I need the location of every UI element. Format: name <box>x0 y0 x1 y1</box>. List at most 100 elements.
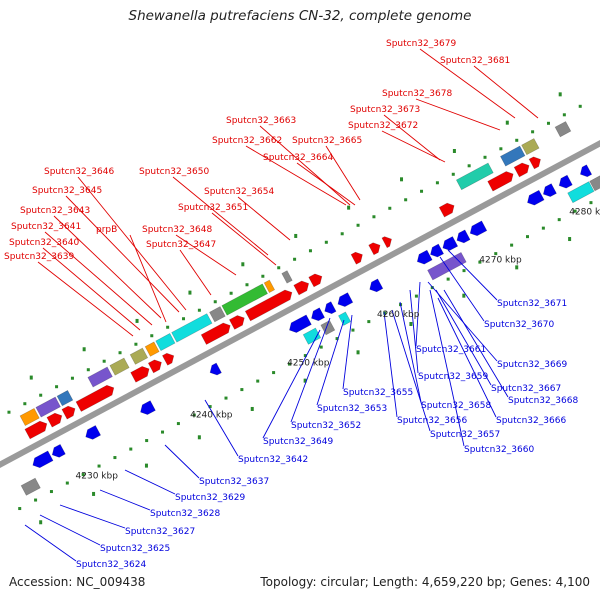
gene-feature-41-shape <box>289 314 312 333</box>
tick-dot <box>420 189 424 193</box>
leader-line-bottom <box>443 289 509 398</box>
gene-label-bottom: Sputcn32_3627 <box>125 527 195 537</box>
gene-feature-58 <box>338 311 352 326</box>
gene-feature-35 <box>554 121 572 138</box>
scale-label: 4270 kbp <box>479 255 522 265</box>
tick-dot <box>400 177 404 182</box>
gene-feature-5-shape <box>147 359 162 374</box>
gene-feature-22-shape <box>87 366 113 388</box>
gene-label-top: Sputcn32_3646 <box>44 167 114 177</box>
gene-label-bottom: Sputcn32_3655 <box>343 388 413 398</box>
gene-feature-6 <box>161 352 175 366</box>
gene-feature-44-shape <box>337 292 354 307</box>
tick-dot <box>102 359 106 363</box>
gene-feature-16 <box>487 171 514 192</box>
gene-label-top: Sputcn32_3673 <box>350 105 420 115</box>
gene-feature-53-shape <box>558 174 573 189</box>
leader-line-top <box>53 215 162 319</box>
gene-feature-14-shape <box>381 236 392 249</box>
gene-feature-28 <box>209 306 226 323</box>
leader-line-bottom <box>409 289 419 374</box>
tick-dot <box>499 147 503 151</box>
tick-dot <box>294 233 298 238</box>
tick-dot <box>166 325 170 329</box>
gene-label-bottom: Sputcn32_3624 <box>76 560 146 570</box>
gene-label-top: Sputcn32_3681 <box>440 56 510 66</box>
gene-label-top: Sputcn32_3664 <box>263 153 333 163</box>
tick-dot <box>86 368 90 372</box>
gene-feature-3 <box>75 384 115 412</box>
tick-dot <box>49 490 53 494</box>
gene-feature-34-shape <box>521 138 540 156</box>
tick-dot <box>557 218 561 222</box>
gene-feature-48 <box>442 236 459 251</box>
gene-feature-24 <box>129 347 149 365</box>
gene-feature-17-shape <box>513 162 530 178</box>
tick-dot <box>409 322 413 327</box>
leader-line-top <box>44 231 153 326</box>
gene-feature-42-shape <box>311 307 326 322</box>
gene-feature-11 <box>308 273 323 288</box>
gene-feature-55 <box>20 477 41 496</box>
tick-dot <box>462 293 466 298</box>
gene-feature-13-shape <box>368 242 381 256</box>
gene-label-top: Sputcn32_3672 <box>348 121 418 131</box>
gene-feature-49 <box>456 229 471 244</box>
gene-label-bottom: Sputcn32_3661 <box>416 345 486 355</box>
gene-feature-43 <box>324 301 337 315</box>
gene-feature-6-shape <box>161 352 175 366</box>
gene-label-bottom: Sputcn32_3625 <box>100 544 170 554</box>
tick-dot <box>293 257 297 261</box>
tick-dot <box>135 318 139 323</box>
tick-dot <box>81 473 85 477</box>
gene-feature-59 <box>427 251 467 281</box>
tick-dot <box>531 130 535 134</box>
gene-feature-54 <box>579 164 593 178</box>
gene-feature-61 <box>589 175 600 192</box>
tick-dot <box>335 337 339 341</box>
gene-feature-50 <box>469 220 488 237</box>
leader-line-top <box>383 114 441 161</box>
leader-line-bottom <box>437 297 497 418</box>
gene-label-top: Sputcn32_3639 <box>4 252 74 262</box>
gene-feature-13 <box>368 242 381 256</box>
gene-feature-31 <box>281 270 293 284</box>
gene-feature-58-shape <box>338 311 352 326</box>
gene-feature-40-shape <box>209 362 222 376</box>
gene-feature-36 <box>32 450 54 469</box>
genome-summary: Topology: circular; Length: 4,659,220 bp… <box>260 575 590 589</box>
tick-dot <box>39 393 43 397</box>
tick-dot <box>356 350 360 355</box>
tick-dot <box>541 226 545 230</box>
gene-feature-16-shape <box>487 171 514 192</box>
tick-dot <box>367 320 371 324</box>
gene-label-top: Sputcn32_3651 <box>178 203 248 213</box>
gene-feature-34 <box>521 138 540 156</box>
tick-dot <box>256 379 260 383</box>
tick-dot <box>7 410 11 414</box>
gene-feature-9 <box>244 289 293 322</box>
gene-feature-2 <box>61 405 76 420</box>
gene-labels: Sputcn32_3679 Sputcn32_3681 Sputcn32_3678 S… <box>4 39 578 570</box>
gene-feature-35-shape <box>554 121 572 138</box>
tick-dot <box>118 351 122 355</box>
tick-dot <box>404 198 408 202</box>
leader-line-bottom <box>342 314 353 390</box>
tick-dot <box>250 406 254 411</box>
leader-line-bottom <box>383 311 398 418</box>
leader-line-top <box>296 162 356 206</box>
gene-feature-30 <box>263 279 276 294</box>
gene-feature-61-shape <box>589 175 600 192</box>
tick-dot <box>347 205 351 210</box>
tick-dot <box>188 290 192 295</box>
gene-label-top: Sputcn32_3654 <box>204 187 274 197</box>
map-title: Shewanella putrefaciens CN-32, complete … <box>128 8 472 24</box>
gene-feature-33 <box>500 145 526 167</box>
leader-line-top <box>259 125 351 206</box>
tick-dot <box>462 269 466 273</box>
tick-dot <box>383 311 387 315</box>
gene-feature-47 <box>430 243 445 258</box>
gene-label-bottom: Sputcn32_3657 <box>430 430 500 440</box>
gene-feature-26-shape <box>155 333 176 352</box>
tick-dot <box>65 481 69 485</box>
